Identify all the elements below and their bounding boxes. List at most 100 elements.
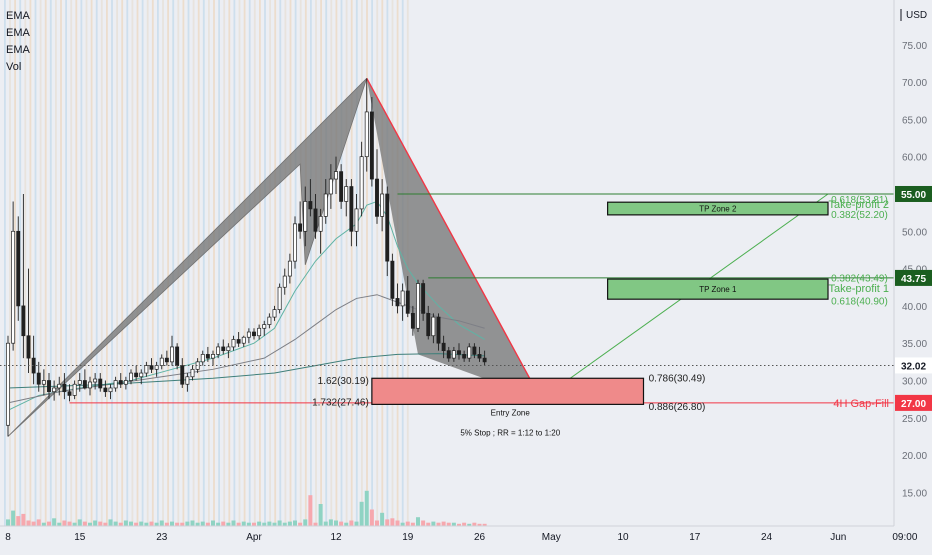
- fib-label: 0.382(52.20): [831, 210, 888, 221]
- candle-body: [149, 365, 154, 370]
- price-tag: [895, 185, 932, 202]
- volume-bar: [47, 521, 51, 526]
- session-stripe: [335, 0, 338, 526]
- candle-body: [72, 383, 77, 396]
- volume-bar: [41, 522, 46, 526]
- session-stripe: [177, 0, 180, 526]
- currency-label: USD: [906, 10, 927, 21]
- volume-bar: [113, 521, 118, 526]
- session-stripe: [264, 0, 266, 526]
- volume-bar: [293, 520, 297, 526]
- candle-body: [380, 193, 385, 217]
- volume-bar: [339, 521, 344, 526]
- session-stripe: [116, 0, 118, 526]
- candle-body: [282, 275, 287, 288]
- session-stripe: [274, 0, 277, 526]
- candle-body: [416, 283, 420, 329]
- session-stripe: [80, 0, 83, 526]
- candle-body: [359, 156, 364, 210]
- candle-body: [52, 387, 57, 393]
- volume-bar: [344, 522, 349, 526]
- session-stripe: [253, 0, 256, 526]
- session-stripe: [75, 0, 78, 526]
- volume-bar: [405, 521, 410, 526]
- volume-bar: [451, 522, 456, 526]
- candle-body: [118, 380, 123, 385]
- volume-bar: [298, 522, 303, 526]
- volume-bar: [216, 522, 221, 526]
- volume-bar: [26, 520, 31, 526]
- candle-body: [426, 313, 431, 337]
- x-tick-label: 15: [74, 532, 86, 543]
- candle-body: [277, 286, 282, 310]
- session-stripe: [350, 0, 353, 526]
- candle-body: [405, 290, 410, 314]
- session-stripe: [44, 0, 47, 526]
- candle-body: [323, 193, 328, 217]
- volume-bar: [36, 519, 41, 526]
- volume-bar: [16, 516, 21, 526]
- annotation-text: 5% Stop ; RR = 1:12 to 1:20: [460, 429, 560, 438]
- candle-body: [334, 171, 338, 180]
- volume-bar: [421, 520, 426, 526]
- volume-bar: [472, 522, 477, 526]
- session-stripe: [208, 0, 210, 526]
- candle-body: [170, 346, 174, 363]
- candle-body: [36, 372, 41, 385]
- volume-bar: [482, 523, 487, 526]
- price-tag-label: 43.75: [901, 274, 926, 285]
- candle-body: [16, 230, 21, 307]
- volume-bar: [190, 520, 195, 526]
- session-stripe: [121, 0, 124, 526]
- level-label: Take-profit 1: [828, 283, 889, 295]
- session-stripe: [146, 0, 149, 526]
- volume-bar: [52, 518, 57, 526]
- fib-label: 0.618(53.81): [831, 195, 888, 206]
- candle-body: [88, 381, 92, 389]
- volume-bar: [246, 522, 251, 526]
- session-stripe: [396, 0, 399, 526]
- legend-ema-3[interactable]: EMA: [6, 44, 30, 56]
- volume-bar: [231, 520, 236, 526]
- candle-body: [67, 391, 72, 396]
- legend-volume[interactable]: Vol: [6, 61, 22, 73]
- level-label: 4H Gap-Fill: [833, 398, 889, 410]
- volume-bar: [6, 519, 10, 526]
- candle-body: [303, 201, 308, 232]
- session-stripe: [162, 0, 164, 526]
- candle-body: [139, 372, 144, 378]
- session-stripe: [55, 0, 57, 526]
- volume-bar: [139, 521, 144, 526]
- session-stripe: [126, 0, 129, 526]
- level-label: Take-profit 2: [828, 199, 889, 211]
- candle-body: [93, 378, 98, 383]
- candle-body: [62, 383, 67, 393]
- volume-bar: [72, 522, 77, 526]
- candle-body: [57, 383, 62, 389]
- volume-bar: [123, 520, 128, 526]
- volume-bar: [380, 512, 385, 526]
- session-stripe: [218, 0, 220, 526]
- candle-body: [349, 186, 354, 232]
- candle-body: [467, 346, 472, 359]
- session-stripe: [299, 0, 302, 526]
- volume-bar: [200, 521, 205, 526]
- zone-label: TP Zone 2: [699, 205, 737, 214]
- volume-bar: [241, 521, 246, 526]
- x-tick-label: 09:00: [892, 532, 917, 543]
- fib-label: 0.786(30.49): [649, 374, 706, 385]
- legend-ema-2[interactable]: EMA: [6, 27, 30, 39]
- session-stripe: [315, 0, 317, 526]
- session-stripe: [228, 0, 231, 526]
- session-stripe: [376, 0, 379, 526]
- candle-body: [175, 346, 180, 366]
- volume-bar: [262, 522, 267, 526]
- session-stripe: [141, 0, 144, 526]
- x-tick-label: Apr: [246, 532, 262, 543]
- candle-body: [354, 208, 359, 232]
- volume-bar: [98, 521, 103, 526]
- zone-box: [607, 278, 829, 300]
- legend-ema-1[interactable]: EMA: [6, 10, 30, 22]
